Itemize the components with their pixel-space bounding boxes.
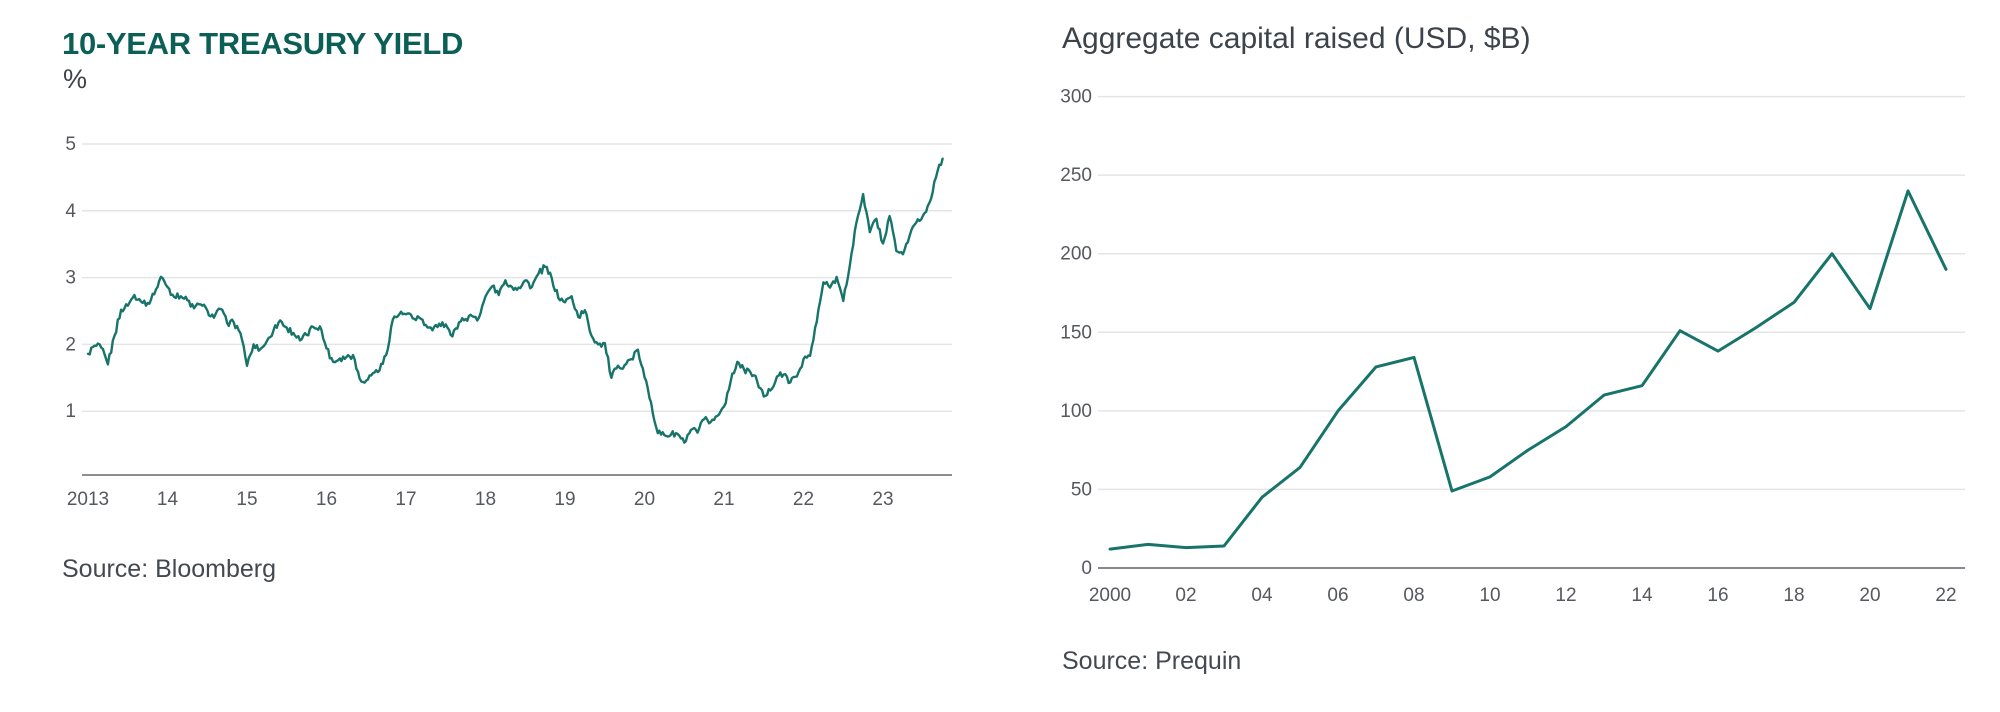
x-tick-label: 22: [1935, 585, 1956, 606]
x-tick-label: 08: [1403, 585, 1424, 606]
y-tick-label: 1: [65, 401, 76, 422]
x-tick-label: 04: [1251, 585, 1273, 606]
treasury-yield-series-line: [86, 157, 944, 444]
y-tick-label: 5: [65, 134, 76, 155]
left-chart-title: 10-YEAR TREASURY YIELD: [62, 26, 464, 61]
x-tick-label: 22: [793, 489, 814, 510]
x-tick-label: 2013: [67, 489, 109, 510]
right-chart-source: Source: Prequin: [1062, 647, 1242, 675]
y-tick-label: 50: [1071, 479, 1092, 500]
left-chart-unit-label: %: [63, 64, 88, 94]
x-tick-label: 16: [316, 489, 337, 510]
x-tick-label: 18: [475, 489, 496, 510]
y-tick-label: 200: [1060, 244, 1092, 265]
x-tick-label: 18: [1783, 585, 1804, 606]
y-tick-label: 100: [1060, 401, 1092, 422]
x-tick-label: 2000: [1089, 585, 1131, 606]
y-tick-label: 2: [65, 334, 76, 355]
x-tick-label: 19: [554, 489, 575, 510]
y-tick-label: 250: [1060, 165, 1092, 186]
x-tick-label: 16: [1707, 585, 1728, 606]
y-tick-label: 0: [1081, 558, 1092, 579]
y-tick-label: 3: [65, 268, 76, 289]
x-tick-label: 20: [1859, 585, 1880, 606]
x-tick-label: 14: [157, 489, 179, 510]
y-tick-label: 150: [1060, 322, 1092, 343]
capital-raised-series-line: [1108, 189, 1948, 551]
x-tick-label: 02: [1175, 585, 1196, 606]
x-tick-label: 14: [1631, 585, 1653, 606]
x-tick-label: 10: [1479, 585, 1500, 606]
left-chart-source: Source: Bloomberg: [62, 555, 277, 583]
capital-raised-line-chart: 0 50 100 150 200 250 300 2000 02 04 06 08 10 12 14 16 18…: [1060, 87, 1965, 606]
x-tick-label: 12: [1555, 585, 1576, 606]
x-tick-label: 15: [236, 489, 257, 510]
x-tick-label: 06: [1327, 585, 1348, 606]
x-tick-label: 21: [713, 489, 734, 510]
x-tick-label: 20: [634, 489, 655, 510]
x-tick-label: 17: [395, 489, 416, 510]
y-tick-label: 300: [1060, 87, 1092, 108]
x-tick-label: 23: [872, 489, 893, 510]
right-chart-title: Aggregate capital raised (USD, $B): [1062, 22, 1531, 55]
y-tick-label: 4: [65, 201, 76, 222]
